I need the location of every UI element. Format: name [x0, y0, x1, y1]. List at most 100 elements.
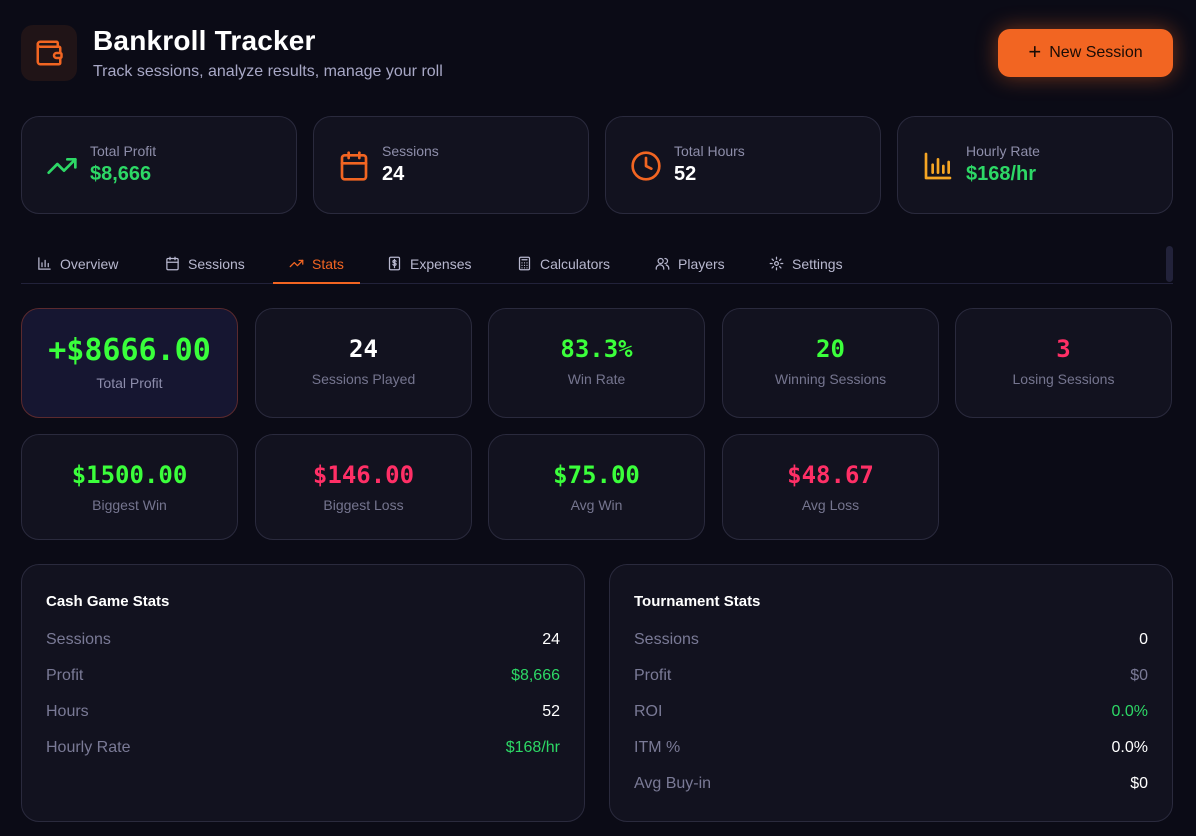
- stat-value: $146.00: [312, 461, 415, 489]
- bar-chart-icon: [38, 257, 51, 270]
- gear-icon: [769, 256, 784, 271]
- stat-label: Total Profit: [96, 375, 163, 391]
- tab-sessions[interactable]: Sessions: [165, 244, 245, 283]
- stat-value: 83.3%: [560, 335, 633, 363]
- dollar-receipt-icon: [388, 256, 401, 271]
- tab-scrollbar[interactable]: [1166, 246, 1173, 282]
- wallet-icon: [21, 25, 77, 81]
- row-label: Hourly Rate: [46, 739, 131, 756]
- page-title: Bankroll Tracker: [93, 25, 316, 56]
- row-label: ITM %: [634, 739, 681, 756]
- panel-row: ROI 0.0%: [634, 703, 1148, 727]
- cash-game-stats-panel: Cash Game Stats Sessions 24 Profit $8,66…: [21, 564, 585, 822]
- row-label: Profit: [634, 667, 672, 684]
- row-value: $0: [1130, 775, 1148, 792]
- tab-bar: Overview Sessions Stats Expenses Calcula…: [21, 244, 1173, 284]
- stat-card-biggest-loss: $146.00 Biggest Loss: [255, 434, 472, 540]
- summary-label: Hourly Rate: [966, 143, 1040, 159]
- stat-label: Losing Sessions: [1012, 371, 1115, 387]
- stat-label: Winning Sessions: [774, 371, 887, 387]
- tab-label: Sessions: [188, 255, 245, 272]
- stat-card-winning-sessions: 20 Winning Sessions: [722, 308, 939, 418]
- stat-label: Biggest Win: [92, 497, 167, 513]
- stat-label: Biggest Loss: [323, 497, 404, 513]
- summary-value: $8,666: [90, 163, 152, 185]
- row-value: 0.0%: [1111, 739, 1148, 756]
- tab-expenses[interactable]: Expenses: [387, 244, 471, 283]
- stat-value: $48.67: [787, 461, 874, 489]
- summary-card-total-profit: Total Profit $8,666: [21, 116, 297, 214]
- row-value: 0.0%: [1111, 703, 1148, 720]
- summary-card-sessions: Sessions 24: [313, 116, 589, 214]
- panel-row: Hourly Rate $168/hr: [46, 739, 560, 763]
- tournament-stats-panel: Tournament Stats Sessions 0 Profit $0 RO…: [609, 564, 1173, 822]
- tab-stats[interactable]: Stats: [273, 244, 360, 284]
- panel-row: Avg Buy-in $0: [634, 775, 1148, 799]
- summary-label: Total Hours: [674, 143, 745, 159]
- summary-label: Total Profit: [90, 143, 157, 159]
- stat-value: +$8666.00: [48, 333, 211, 368]
- header: Bankroll Tracker Track sessions, analyze…: [21, 25, 1173, 85]
- row-value: $8,666: [511, 667, 560, 684]
- tab-label: Overview: [60, 255, 119, 272]
- stat-label: Avg Win: [570, 497, 623, 513]
- page-subtitle: Track sessions, analyze results, manage …: [93, 63, 443, 80]
- stat-value: 3: [1056, 335, 1071, 363]
- row-label: Avg Buy-in: [634, 775, 712, 792]
- stat-card-avg-loss: $48.67 Avg Loss: [722, 434, 939, 540]
- clock-icon: [631, 151, 661, 181]
- row-value: $0: [1130, 667, 1148, 684]
- panel-row: Sessions 24: [46, 631, 560, 655]
- trending-up-icon: [289, 259, 304, 268]
- stat-card-biggest-win: $1500.00 Biggest Win: [21, 434, 238, 540]
- stat-card-sessions-played: 24 Sessions Played: [255, 308, 472, 418]
- panel-row: Hours 52: [46, 703, 560, 727]
- summary-card-hourly-rate: Hourly Rate $168/hr: [897, 116, 1173, 214]
- stat-value: 20: [816, 335, 845, 363]
- tab-overview[interactable]: Overview: [37, 244, 118, 283]
- tab-players[interactable]: Players: [655, 244, 725, 283]
- calculator-icon: [518, 256, 531, 271]
- calendar-icon: [340, 151, 368, 181]
- plus-icon: +: [1028, 39, 1042, 64]
- tab-label: Calculators: [540, 255, 611, 272]
- row-label: Sessions: [634, 631, 699, 648]
- row-value: 0: [1139, 631, 1148, 648]
- calendar-icon: [166, 256, 179, 271]
- stat-label: Sessions Played: [311, 371, 416, 387]
- row-value: 52: [542, 703, 560, 720]
- stat-label: Avg Loss: [801, 497, 860, 513]
- panel-row: Profit $8,666: [46, 667, 560, 691]
- tab-label: Players: [678, 255, 725, 272]
- stat-value: $1500.00: [71, 461, 188, 489]
- row-label: ROI: [634, 703, 663, 720]
- tab-label: Stats: [312, 255, 344, 272]
- stat-label: Win Rate: [567, 371, 626, 387]
- stat-card-total-profit: +$8666.00 Total Profit: [21, 308, 238, 418]
- stat-value: $75.00: [553, 461, 640, 489]
- summary-value: 52: [674, 163, 697, 185]
- panel-title: Tournament Stats: [634, 593, 761, 610]
- tab-settings[interactable]: Settings: [769, 244, 843, 283]
- row-label: Profit: [46, 667, 84, 684]
- panel-row: Sessions 0: [634, 631, 1148, 655]
- panel-row: ITM % 0.0%: [634, 739, 1148, 763]
- row-value: 24: [542, 631, 560, 648]
- summary-label: Sessions: [382, 143, 439, 159]
- row-label: Hours: [46, 703, 89, 720]
- summary-cards: Total Profit $8,666 Sessions 24 Total Ho…: [21, 116, 1173, 214]
- summary-card-total-hours: Total Hours 52: [605, 116, 881, 214]
- row-value: $168/hr: [505, 739, 560, 756]
- panel-row: Profit $0: [634, 667, 1148, 691]
- new-session-button[interactable]: + New Session: [998, 29, 1173, 77]
- bar-chart-icon: [924, 152, 952, 180]
- stat-value: 24: [349, 335, 378, 363]
- tab-label: Expenses: [410, 255, 472, 272]
- stat-card-losing-sessions: 3 Losing Sessions: [955, 308, 1172, 418]
- stat-card-win-rate: 83.3% Win Rate: [488, 308, 705, 418]
- trending-up-icon: [47, 158, 77, 174]
- tab-label: Settings: [792, 255, 843, 272]
- tab-calculators[interactable]: Calculators: [517, 244, 610, 283]
- panel-title: Cash Game Stats: [46, 593, 170, 610]
